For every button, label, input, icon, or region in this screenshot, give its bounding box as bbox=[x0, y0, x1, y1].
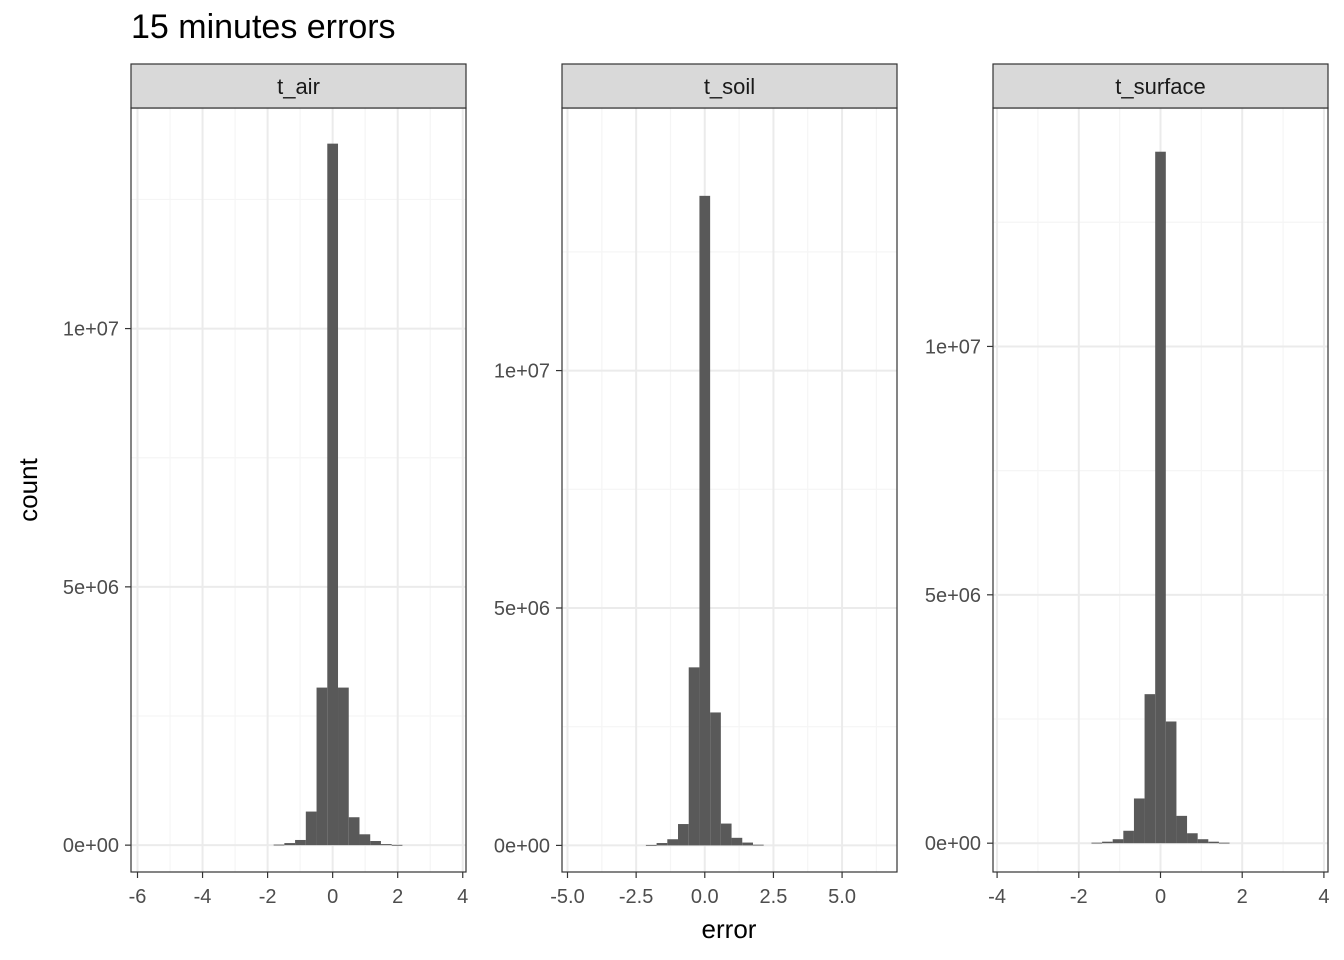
histogram-bar bbox=[284, 843, 296, 846]
histogram-bar bbox=[667, 839, 679, 846]
histogram-bar bbox=[1176, 815, 1188, 844]
y-tick-label: 5e+06 bbox=[925, 585, 981, 607]
histogram-bar bbox=[1144, 694, 1156, 844]
facet-t_air: t_air -6 -4 -2 0 2 4 0e+00 5e+06 1e+07 bbox=[63, 63, 468, 908]
x-tick-label: -2.5 bbox=[619, 886, 653, 908]
histogram-bar bbox=[752, 844, 764, 846]
histogram-bar bbox=[678, 824, 689, 846]
histogram-bar bbox=[1112, 839, 1124, 844]
x-tick-label: -4 bbox=[988, 886, 1006, 908]
histogram-bar bbox=[699, 195, 711, 846]
x-tick-label: 0 bbox=[1155, 886, 1166, 908]
x-tick-label: 2 bbox=[392, 886, 403, 908]
y-tick-label: 1e+07 bbox=[494, 361, 550, 383]
histogram-bar bbox=[1091, 842, 1103, 844]
y-tick-label: 0e+00 bbox=[925, 833, 981, 855]
histogram-bar bbox=[1197, 839, 1209, 844]
facet-strip-label: t_surface bbox=[1115, 74, 1206, 99]
facet-strip bbox=[130, 63, 467, 109]
x-tick-label: -6 bbox=[129, 886, 147, 908]
x-tick-label: 5.0 bbox=[828, 886, 856, 908]
x-tick-label: 2.5 bbox=[760, 886, 788, 908]
histogram-bar bbox=[656, 843, 668, 846]
facet-t_soil: t_soil -5.0 -2.5 0.0 2.5 5.0 0e+00 5e+06 1e+07 bbox=[494, 63, 898, 908]
facet-strip bbox=[992, 63, 1329, 109]
histogram-bar bbox=[327, 143, 339, 846]
x-tick-label: 2 bbox=[1237, 886, 1248, 908]
x-tick-label: -2 bbox=[1070, 886, 1088, 908]
y-tick-label: 0e+00 bbox=[494, 835, 550, 857]
chart-title: 15 minutes errors bbox=[131, 8, 396, 46]
facet-strip-label: t_soil bbox=[704, 74, 755, 99]
facet-t_surface: t_surface -4 -2 0 2 4 0e+00 5e+06 1e+07 bbox=[925, 63, 1329, 908]
histogram-bar bbox=[1155, 151, 1166, 844]
y-tick-label: 0e+00 bbox=[63, 835, 119, 857]
histogram-bar bbox=[731, 837, 743, 846]
histogram-bar bbox=[1187, 833, 1198, 844]
histogram-bar bbox=[305, 811, 317, 846]
x-tick-label: -2 bbox=[259, 886, 277, 908]
histogram-bar bbox=[645, 844, 657, 846]
histogram-bar bbox=[710, 712, 721, 846]
facet-strip bbox=[561, 63, 898, 109]
histogram-bar bbox=[380, 844, 392, 846]
x-tick-label: -4 bbox=[194, 886, 212, 908]
histogram-bar bbox=[295, 839, 306, 846]
histogram-bar bbox=[1208, 841, 1219, 844]
y-axis-title: count bbox=[13, 457, 43, 521]
x-tick-label: 4 bbox=[457, 886, 468, 908]
histogram-bar bbox=[359, 834, 371, 846]
histogram-bar bbox=[316, 687, 328, 846]
histogram-bar bbox=[348, 817, 360, 846]
histogram-bar bbox=[1133, 798, 1145, 844]
histogram-bar bbox=[1102, 841, 1113, 844]
histogram-bar bbox=[742, 842, 753, 846]
histogram-bar bbox=[720, 823, 732, 846]
histogram-bar bbox=[1218, 842, 1230, 844]
y-tick-label: 1e+07 bbox=[925, 336, 981, 358]
histogram-bar bbox=[688, 667, 700, 846]
x-tick-label: -5.0 bbox=[550, 886, 584, 908]
panel-background bbox=[131, 108, 466, 872]
histogram-bar bbox=[1123, 830, 1134, 844]
histogram-bar bbox=[1165, 721, 1177, 844]
y-tick-label: 5e+06 bbox=[63, 577, 119, 599]
x-axis-title: error bbox=[702, 914, 757, 944]
y-tick-label: 1e+07 bbox=[63, 319, 119, 341]
x-tick-label: 0 bbox=[327, 886, 338, 908]
panel-background bbox=[562, 108, 897, 872]
x-tick-label: 4 bbox=[1318, 886, 1329, 908]
histogram-bar bbox=[273, 844, 285, 846]
facet-strip-label: t_air bbox=[277, 74, 320, 99]
histogram-bar bbox=[391, 844, 403, 846]
y-tick-label: 5e+06 bbox=[494, 598, 550, 620]
histogram-bar bbox=[370, 841, 381, 846]
histogram-bar bbox=[338, 687, 349, 846]
x-tick-label: 0.0 bbox=[691, 886, 719, 908]
